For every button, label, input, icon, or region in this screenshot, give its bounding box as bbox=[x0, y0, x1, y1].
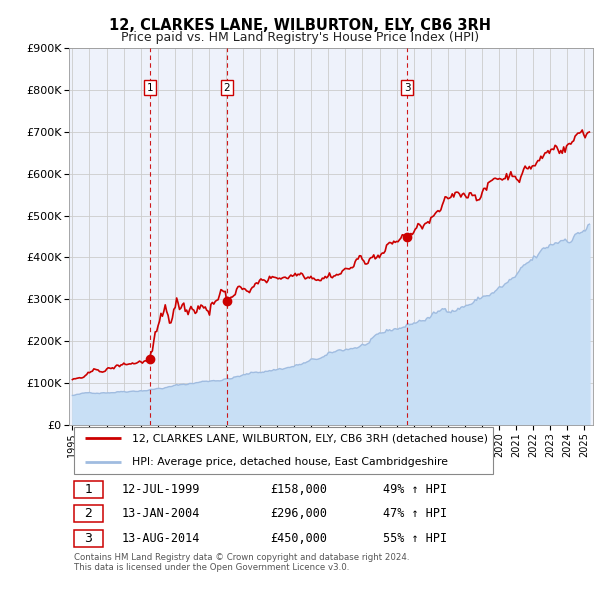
Text: 1: 1 bbox=[85, 483, 92, 496]
Text: £158,000: £158,000 bbox=[271, 483, 328, 496]
Text: 3: 3 bbox=[404, 83, 410, 93]
Text: 12, CLARKES LANE, WILBURTON, ELY, CB6 3RH: 12, CLARKES LANE, WILBURTON, ELY, CB6 3R… bbox=[109, 18, 491, 32]
Text: 12, CLARKES LANE, WILBURTON, ELY, CB6 3RH (detached house): 12, CLARKES LANE, WILBURTON, ELY, CB6 3R… bbox=[132, 434, 488, 444]
Text: 3: 3 bbox=[85, 532, 92, 545]
Text: HPI: Average price, detached house, East Cambridgeshire: HPI: Average price, detached house, East… bbox=[132, 457, 448, 467]
FancyBboxPatch shape bbox=[74, 427, 493, 474]
Text: 49% ↑ HPI: 49% ↑ HPI bbox=[383, 483, 448, 496]
FancyBboxPatch shape bbox=[74, 506, 103, 522]
Text: 55% ↑ HPI: 55% ↑ HPI bbox=[383, 532, 448, 545]
Text: 13-AUG-2014: 13-AUG-2014 bbox=[121, 532, 200, 545]
Text: 47% ↑ HPI: 47% ↑ HPI bbox=[383, 507, 448, 520]
Text: £450,000: £450,000 bbox=[271, 532, 328, 545]
Text: 2: 2 bbox=[85, 507, 92, 520]
Text: 2: 2 bbox=[223, 83, 230, 93]
Text: 13-JAN-2004: 13-JAN-2004 bbox=[121, 507, 200, 520]
Text: Contains HM Land Registry data © Crown copyright and database right 2024.
This d: Contains HM Land Registry data © Crown c… bbox=[74, 553, 410, 572]
Text: Price paid vs. HM Land Registry's House Price Index (HPI): Price paid vs. HM Land Registry's House … bbox=[121, 31, 479, 44]
FancyBboxPatch shape bbox=[74, 530, 103, 546]
FancyBboxPatch shape bbox=[74, 481, 103, 498]
Text: £296,000: £296,000 bbox=[271, 507, 328, 520]
Text: 12-JUL-1999: 12-JUL-1999 bbox=[121, 483, 200, 496]
Text: 1: 1 bbox=[146, 83, 153, 93]
